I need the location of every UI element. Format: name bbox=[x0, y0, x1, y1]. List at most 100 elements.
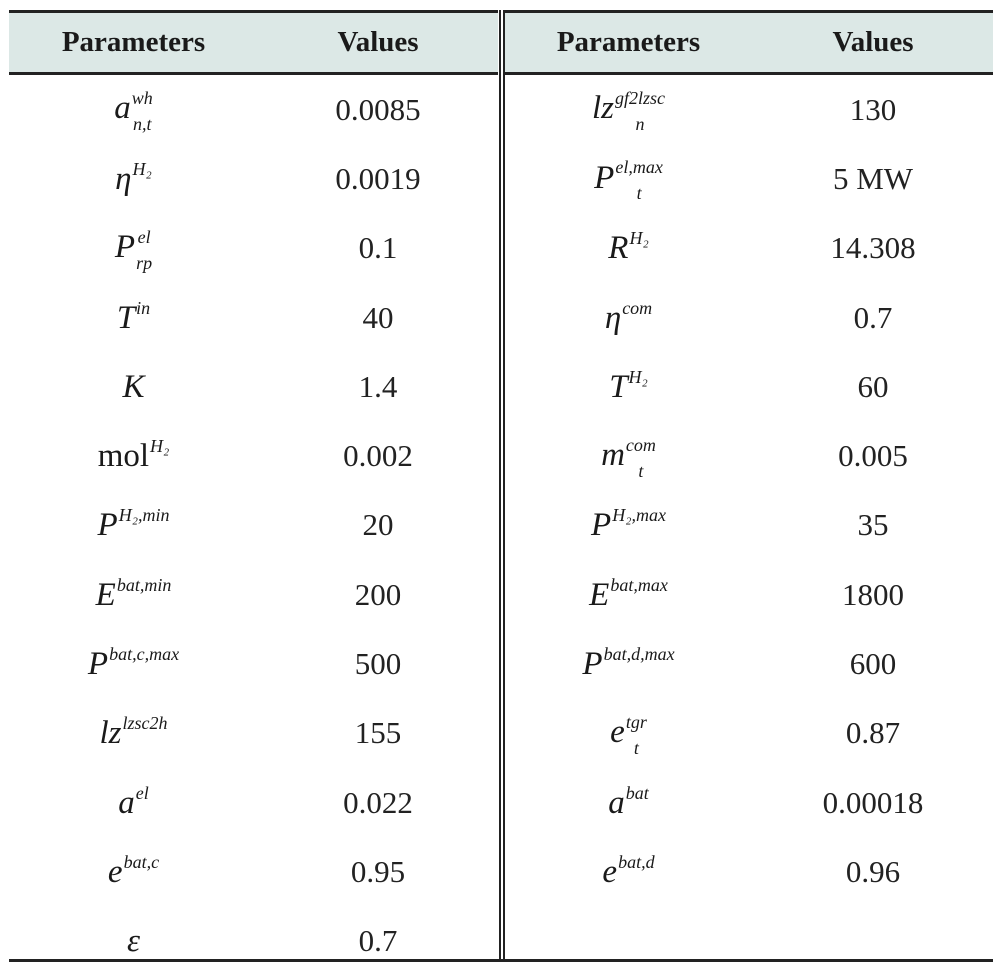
parameter-cell: Ebat,max bbox=[504, 576, 753, 613]
symbol-base: e bbox=[610, 713, 625, 750]
parameter-symbol: abat bbox=[608, 784, 649, 821]
parameter-symbol: ebat,c bbox=[107, 853, 159, 890]
table-row: molH₂ 0.002 bbox=[9, 421, 498, 490]
table-row: Pbat,c,max 500 bbox=[9, 629, 498, 698]
symbol-base: lz bbox=[591, 90, 614, 127]
column-divider-right bbox=[503, 10, 505, 962]
value-cell: 0.0085 bbox=[335, 91, 421, 127]
symbol-superscript: wh bbox=[131, 88, 153, 109]
symbol-base: P bbox=[87, 646, 109, 683]
symbol-superscript: H₂ bbox=[629, 228, 649, 249]
parameter-cell: m com t bbox=[504, 436, 753, 480]
symbol-superscript: H₂ bbox=[150, 436, 170, 457]
parameter-symbol: a wh n,t bbox=[114, 88, 153, 133]
symbol-superscript: com bbox=[622, 297, 653, 318]
symbol-base: e bbox=[107, 853, 123, 890]
symbol-subscript: t bbox=[638, 460, 644, 481]
right-value-header: Values bbox=[832, 26, 914, 58]
symbol-scripts: gf2lzsc n bbox=[615, 89, 665, 133]
symbol-superscript: tgr bbox=[625, 711, 647, 732]
parameter-symbol: ηcom bbox=[604, 299, 652, 336]
table-row: e tgr t 0.87 bbox=[504, 699, 993, 768]
parameter-cell: Tin bbox=[9, 299, 258, 336]
value-cell: 1800 bbox=[842, 576, 904, 612]
symbol-superscript: bat,c,max bbox=[109, 644, 180, 665]
value-cell: 0.005 bbox=[838, 438, 908, 474]
symbol-superscript: H₂,min bbox=[118, 505, 170, 526]
symbol-scripts: tgr t bbox=[626, 713, 647, 757]
value-cell: 0.7 bbox=[853, 299, 893, 335]
symbol-base: m bbox=[601, 436, 625, 473]
symbol-base: P bbox=[97, 507, 118, 544]
table-row: ebat,c 0.95 bbox=[9, 837, 498, 906]
value-cell: 0.00018 bbox=[822, 784, 924, 820]
table-row: ε 0.7 bbox=[9, 907, 498, 976]
symbol-subscript: n bbox=[635, 114, 645, 135]
table-row: ael 0.022 bbox=[9, 768, 498, 837]
value-cell: 0.95 bbox=[350, 853, 406, 889]
symbol-base: mol bbox=[97, 438, 150, 475]
left-header-row: Parameters Values bbox=[9, 10, 498, 75]
symbol-base: P bbox=[594, 159, 615, 196]
parameter-cell: e tgr t bbox=[504, 713, 753, 757]
table-row: Pbat,d,max 600 bbox=[504, 629, 993, 698]
table-row: lz gf2lzsc n 130 bbox=[504, 75, 993, 144]
parameter-symbol: Ebat,max bbox=[589, 576, 668, 612]
value-cell: 155 bbox=[354, 715, 402, 751]
parameter-cell: TH₂ bbox=[504, 368, 753, 405]
value-cell: 0.022 bbox=[343, 784, 413, 820]
parameter-symbol: m com t bbox=[601, 436, 656, 480]
column-divider-left bbox=[499, 10, 501, 962]
parameter-cell: K bbox=[9, 369, 258, 405]
value-cell: 200 bbox=[354, 576, 402, 612]
parameter-symbol: Tin bbox=[117, 299, 150, 335]
symbol-base: η bbox=[604, 299, 622, 336]
value-cell: 500 bbox=[354, 646, 402, 682]
table-row: abat 0.00018 bbox=[504, 768, 993, 837]
parameter-symbol: K bbox=[122, 370, 144, 404]
table-row: TH₂ 60 bbox=[504, 352, 993, 421]
parameter-symbol: TH₂ bbox=[609, 368, 648, 405]
table-row: PH₂,min 20 bbox=[9, 491, 498, 560]
value-cell: 60 bbox=[857, 368, 889, 404]
parameter-cell: lzlzsc2h bbox=[9, 713, 258, 752]
parameter-cell: Pbat,c,max bbox=[9, 645, 258, 683]
parameter-symbol: lz gf2lzsc n bbox=[591, 89, 665, 133]
symbol-superscript: bat,min bbox=[116, 574, 172, 595]
table-row: Tin 40 bbox=[9, 283, 498, 352]
symbol-subscript: t bbox=[636, 183, 642, 204]
value-cell: 0.87 bbox=[845, 715, 901, 751]
value-cell: 130 bbox=[849, 91, 897, 127]
parameter-symbol: Pbat,c,max bbox=[87, 645, 179, 683]
symbol-base: lz bbox=[99, 715, 122, 752]
symbol-superscript: gf2lzsc bbox=[615, 88, 666, 109]
parameter-symbol: PH₂,min bbox=[97, 506, 170, 544]
symbol-superscript: el bbox=[137, 226, 151, 247]
table-row: m com t 0.005 bbox=[504, 421, 993, 490]
table-bottom-rule bbox=[9, 959, 993, 962]
symbol-superscript: H₂ bbox=[628, 366, 648, 387]
table-row: ηcom 0.7 bbox=[504, 283, 993, 352]
symbol-base: e bbox=[602, 853, 618, 890]
value-cell: 35 bbox=[857, 507, 889, 543]
parameter-symbol: PH₂,max bbox=[591, 506, 666, 542]
table-row: K 1.4 bbox=[9, 352, 498, 421]
symbol-base: a bbox=[608, 784, 625, 821]
parameter-cell: lz gf2lzsc n bbox=[504, 89, 753, 133]
symbol-superscript: lzsc2h bbox=[122, 713, 168, 734]
symbol-base: R bbox=[608, 230, 629, 267]
symbol-superscript: bat,d bbox=[618, 851, 655, 872]
value-cell: 14.308 bbox=[830, 230, 916, 266]
parameter-symbol: Pbat,d,max bbox=[582, 645, 674, 681]
symbol-base: T bbox=[609, 368, 628, 405]
table-row: Ebat,min 200 bbox=[9, 560, 498, 629]
parameter-symbol: molH₂ bbox=[97, 437, 170, 475]
symbol-subscript: rp bbox=[136, 252, 153, 273]
parameter-cell: ε bbox=[9, 923, 258, 959]
